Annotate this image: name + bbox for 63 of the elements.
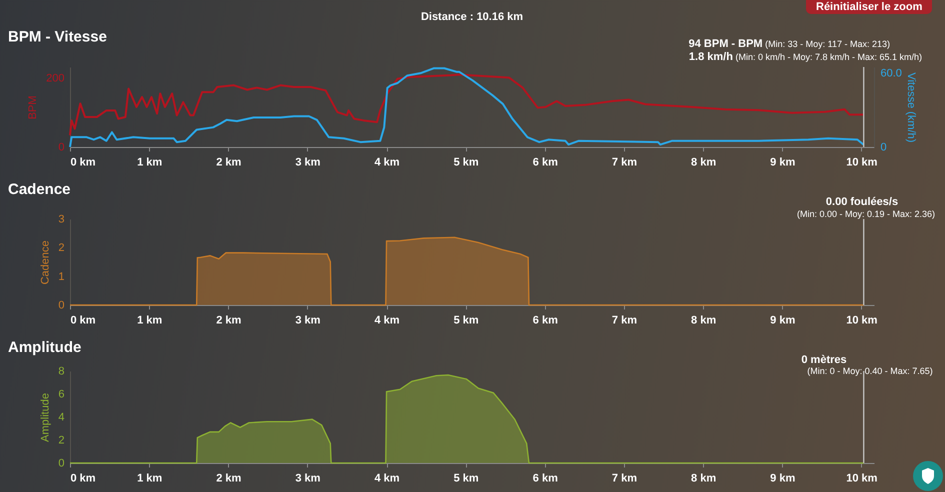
- x-tick-label: 1 km: [137, 472, 162, 484]
- text: Distance : 10.16 km: [420, 11, 524, 23]
- x-tick-label: 5 km: [454, 314, 479, 326]
- x-tick-label: 3 km: [295, 156, 321, 168]
- x-tick-label: 9 km: [770, 156, 796, 168]
- line-series: [69, 74, 865, 136]
- x-tick-label: 7 km: [612, 156, 638, 168]
- x-tick-label: 3 km: [295, 472, 321, 484]
- text: 1.8 km/h (Min: 0 km/h - Moy: 7.8 km/h - Max: 65.1 km/h): [688, 51, 922, 63]
- y-axis-title: Cadence: [39, 240, 52, 285]
- x-tick-label: 8 km: [691, 156, 716, 168]
- x-tick-label: 1 km: [137, 156, 162, 168]
- text: 94 BPM - BPM (Min: 33 - Moy: 117 - Max: 213): [688, 38, 890, 50]
- button: Réinitialiser le zoom: [806, 0, 932, 14]
- x-tick-label: 4 km: [374, 472, 400, 484]
- y-tick-label: 1: [58, 270, 64, 283]
- text: (Min: 0.00 - Moy: 0.19 - Max: 2.36): [796, 209, 936, 219]
- x-tick-label: 6 km: [532, 314, 558, 326]
- annotation: (Min: 0 - Moy: 0.40 - Max: 7.65): [807, 366, 933, 376]
- x-tick-label: 10 km: [846, 156, 878, 168]
- x-tick-label: 6 km: [532, 472, 558, 484]
- x-tick-label: 5 km: [454, 472, 479, 484]
- x-tick-label: 2 km: [216, 472, 242, 484]
- chart-title: Amplitude: [8, 339, 82, 356]
- x-tick-label: 2 km: [216, 156, 242, 168]
- x-tick-label: 1 km: [137, 314, 162, 326]
- line-series: [69, 67, 865, 148]
- x-tick-label: 4 km: [374, 156, 400, 168]
- y-tick-label: 0: [58, 300, 64, 312]
- x-tick-label: 0 km: [70, 472, 96, 484]
- y-axis-title: Amplitude: [39, 393, 52, 442]
- x-tick-label: 7 km: [612, 314, 638, 326]
- x-tick-label: 4 km: [374, 314, 400, 326]
- y-axis-title: BPM: [27, 96, 40, 120]
- x-tick-label: 0 km: [70, 314, 96, 326]
- x-tick-label: 9 km: [770, 314, 796, 326]
- x-tick-label: 2 km: [216, 314, 242, 326]
- y-tick-label: 4: [58, 412, 64, 424]
- x-tick-label: 9 km: [770, 472, 796, 484]
- x-tick-label: 7 km: [612, 472, 638, 484]
- text: 0 mètres: [801, 354, 847, 366]
- y-tick-label: 8: [58, 366, 64, 378]
- x-tick-label: 8 km: [691, 472, 716, 484]
- y2-axis-title: Vitesse (km/h): [904, 72, 917, 143]
- y-tick-label: 2: [58, 434, 64, 446]
- y-tick-label: 200: [46, 72, 64, 85]
- chart-title: Cadence: [8, 181, 71, 198]
- y2-tick-label: 0: [880, 142, 887, 154]
- x-tick-label: 8 km: [691, 314, 716, 326]
- x-tick-label: 6 km: [532, 156, 558, 168]
- y-tick-label: 0: [58, 142, 64, 154]
- x-tick-label: 10 km: [846, 314, 878, 326]
- x-tick-label: 10 km: [846, 472, 878, 484]
- y-tick-label: 0: [58, 458, 64, 470]
- y-tick-label: 2: [58, 242, 64, 254]
- y2-tick-label: 60.0: [880, 68, 902, 80]
- y-tick-label: 3: [58, 214, 64, 226]
- x-tick-label: 0 km: [70, 156, 96, 168]
- chart-title: BPM - Vitesse: [8, 28, 107, 46]
- text: 0.00 foulées/s: [826, 196, 898, 208]
- y-tick-label: 6: [58, 388, 64, 400]
- x-tick-label: 5 km: [454, 156, 479, 168]
- x-tick-label: 3 km: [295, 314, 321, 326]
